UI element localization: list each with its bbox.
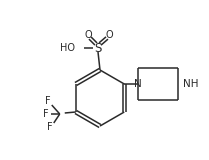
Text: F: F [43, 109, 48, 119]
Text: N: N [134, 79, 142, 89]
Text: HO: HO [60, 43, 75, 53]
Text: F: F [47, 122, 53, 132]
Text: S: S [94, 41, 102, 55]
Text: F: F [45, 96, 51, 106]
Text: O: O [84, 30, 92, 40]
Text: NH: NH [183, 79, 199, 89]
Text: O: O [105, 30, 113, 40]
